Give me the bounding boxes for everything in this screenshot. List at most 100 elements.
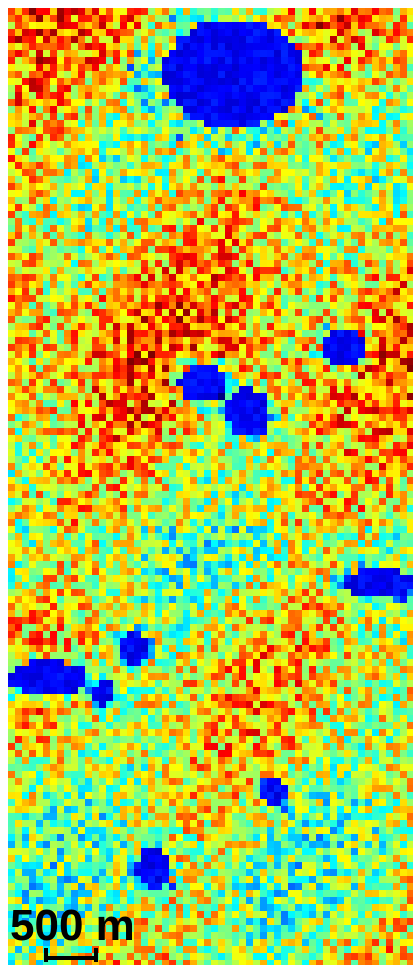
- raster-cell: [288, 421, 295, 428]
- raster-cell: [8, 78, 15, 85]
- raster-cell: [22, 414, 29, 421]
- raster-cell: [267, 477, 274, 484]
- raster-cell: [239, 141, 246, 148]
- raster-cell: [400, 477, 407, 484]
- raster-cell: [176, 547, 183, 554]
- raster-cell: [64, 281, 71, 288]
- raster-cell: [316, 365, 323, 372]
- raster-cell: [162, 232, 169, 239]
- raster-cell: [204, 561, 211, 568]
- raster-cell: [309, 176, 316, 183]
- raster-cell: [127, 421, 134, 428]
- raster-cell: [358, 575, 365, 582]
- raster-cell: [169, 421, 176, 428]
- raster-cell: [50, 596, 57, 603]
- raster-cell: [127, 225, 134, 232]
- raster-cell: [218, 8, 225, 15]
- raster-cell: [36, 589, 43, 596]
- raster-cell: [15, 428, 22, 435]
- raster-cell: [372, 148, 379, 155]
- raster-cell: [309, 393, 316, 400]
- raster-cell: [148, 8, 155, 15]
- raster-cell: [211, 78, 218, 85]
- raster-cell: [183, 190, 190, 197]
- raster-cell: [267, 316, 274, 323]
- raster-cell: [183, 232, 190, 239]
- raster-cell: [393, 120, 400, 127]
- raster-cell: [141, 295, 148, 302]
- raster-cell: [393, 449, 400, 456]
- raster-cell: [78, 43, 85, 50]
- raster-cell: [190, 379, 197, 386]
- raster-cell: [386, 92, 393, 99]
- raster-cell: [15, 302, 22, 309]
- raster-cell: [43, 309, 50, 316]
- raster-cell: [316, 540, 323, 547]
- raster-cell: [225, 344, 232, 351]
- raster-cell: [127, 330, 134, 337]
- raster-cell: [337, 225, 344, 232]
- raster-cell: [78, 540, 85, 547]
- raster-cell: [120, 22, 127, 29]
- raster-cell: [246, 309, 253, 316]
- raster-cell: [253, 204, 260, 211]
- raster-cell: [407, 491, 413, 498]
- raster-cell: [197, 449, 204, 456]
- raster-cell: [36, 316, 43, 323]
- raster-cell: [197, 8, 204, 15]
- raster-cell: [239, 106, 246, 113]
- raster-cell: [316, 456, 323, 463]
- raster-cell: [239, 253, 246, 260]
- raster-cell: [78, 253, 85, 260]
- raster-cell: [36, 85, 43, 92]
- raster-cell: [141, 155, 148, 162]
- raster-cell: [260, 148, 267, 155]
- raster-cell: [78, 337, 85, 344]
- raster-cell: [218, 232, 225, 239]
- raster-cell: [309, 57, 316, 64]
- raster-cell: [218, 246, 225, 253]
- raster-cell: [260, 127, 267, 134]
- raster-cell: [85, 358, 92, 365]
- raster-cell: [169, 589, 176, 596]
- raster-cell: [344, 162, 351, 169]
- raster-cell: [50, 211, 57, 218]
- raster-cell: [211, 169, 218, 176]
- raster-cell: [92, 358, 99, 365]
- raster-cell: [29, 379, 36, 386]
- raster-cell: [92, 239, 99, 246]
- raster-cell: [57, 414, 64, 421]
- raster-cell: [288, 211, 295, 218]
- raster-cell: [225, 498, 232, 505]
- raster-cell: [106, 190, 113, 197]
- raster-cell: [372, 365, 379, 372]
- raster-cell: [92, 169, 99, 176]
- raster-cell: [8, 253, 15, 260]
- raster-cell: [50, 442, 57, 449]
- raster-cell: [85, 239, 92, 246]
- raster-cell: [330, 302, 337, 309]
- raster-cell: [99, 190, 106, 197]
- raster-cell: [113, 512, 120, 519]
- raster-cell: [57, 589, 64, 596]
- raster-cell: [260, 309, 267, 316]
- raster-cell: [8, 323, 15, 330]
- raster-cell: [379, 162, 386, 169]
- raster-cell: [127, 603, 134, 610]
- raster-cell: [330, 295, 337, 302]
- raster-cell: [85, 463, 92, 470]
- raster-cell: [218, 568, 225, 575]
- raster-cell: [204, 246, 211, 253]
- raster-cell: [351, 547, 358, 554]
- raster-cell: [281, 337, 288, 344]
- raster-cell: [281, 463, 288, 470]
- raster-cell: [239, 372, 246, 379]
- raster-cell: [50, 120, 57, 127]
- raster-cell: [316, 8, 323, 15]
- raster-cell: [169, 288, 176, 295]
- raster-cell: [22, 316, 29, 323]
- raster-cell: [246, 498, 253, 505]
- raster-cell: [8, 330, 15, 337]
- raster-cell: [78, 57, 85, 64]
- raster-cell: [239, 134, 246, 141]
